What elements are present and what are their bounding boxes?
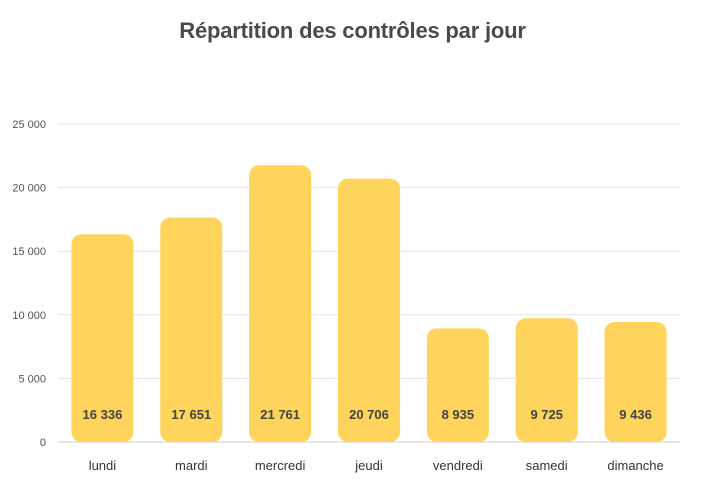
bar-samedi (515, 318, 578, 442)
y-tick-label: 5 000 (18, 373, 46, 385)
y-tick-label: 25 000 (12, 119, 46, 131)
y-tick-label: 10 000 (12, 310, 46, 322)
x-tick-label: samedi (526, 458, 568, 473)
bar-dimanche (604, 321, 667, 442)
chart-title: Répartition des contrôles par jour (179, 18, 526, 43)
bar-mardi (160, 217, 223, 442)
data-label: 8 935 (442, 407, 475, 422)
x-tick-label: mardi (175, 458, 208, 473)
x-tick-label: jeudi (354, 458, 383, 473)
bar-jeudi (338, 178, 400, 442)
bar-lundi (71, 234, 134, 442)
x-tick-label: dimanche (607, 458, 663, 473)
bar-vendredi (426, 328, 489, 442)
data-label: 16 336 (83, 407, 123, 422)
data-label: 20 706 (349, 407, 389, 422)
y-tick-label: 20 000 (12, 183, 46, 195)
x-tick-label: vendredi (433, 458, 483, 473)
y-tick-label: 15 000 (12, 246, 46, 258)
bar-mercredi (249, 165, 312, 442)
data-label: 21 761 (260, 407, 300, 422)
data-label: 9 725 (530, 407, 563, 422)
data-label: 17 651 (171, 407, 211, 422)
y-tick-label: 0 (40, 437, 46, 449)
x-tick-label: lundi (89, 458, 117, 473)
data-label: 9 436 (619, 407, 652, 422)
x-tick-label: mercredi (255, 458, 306, 473)
